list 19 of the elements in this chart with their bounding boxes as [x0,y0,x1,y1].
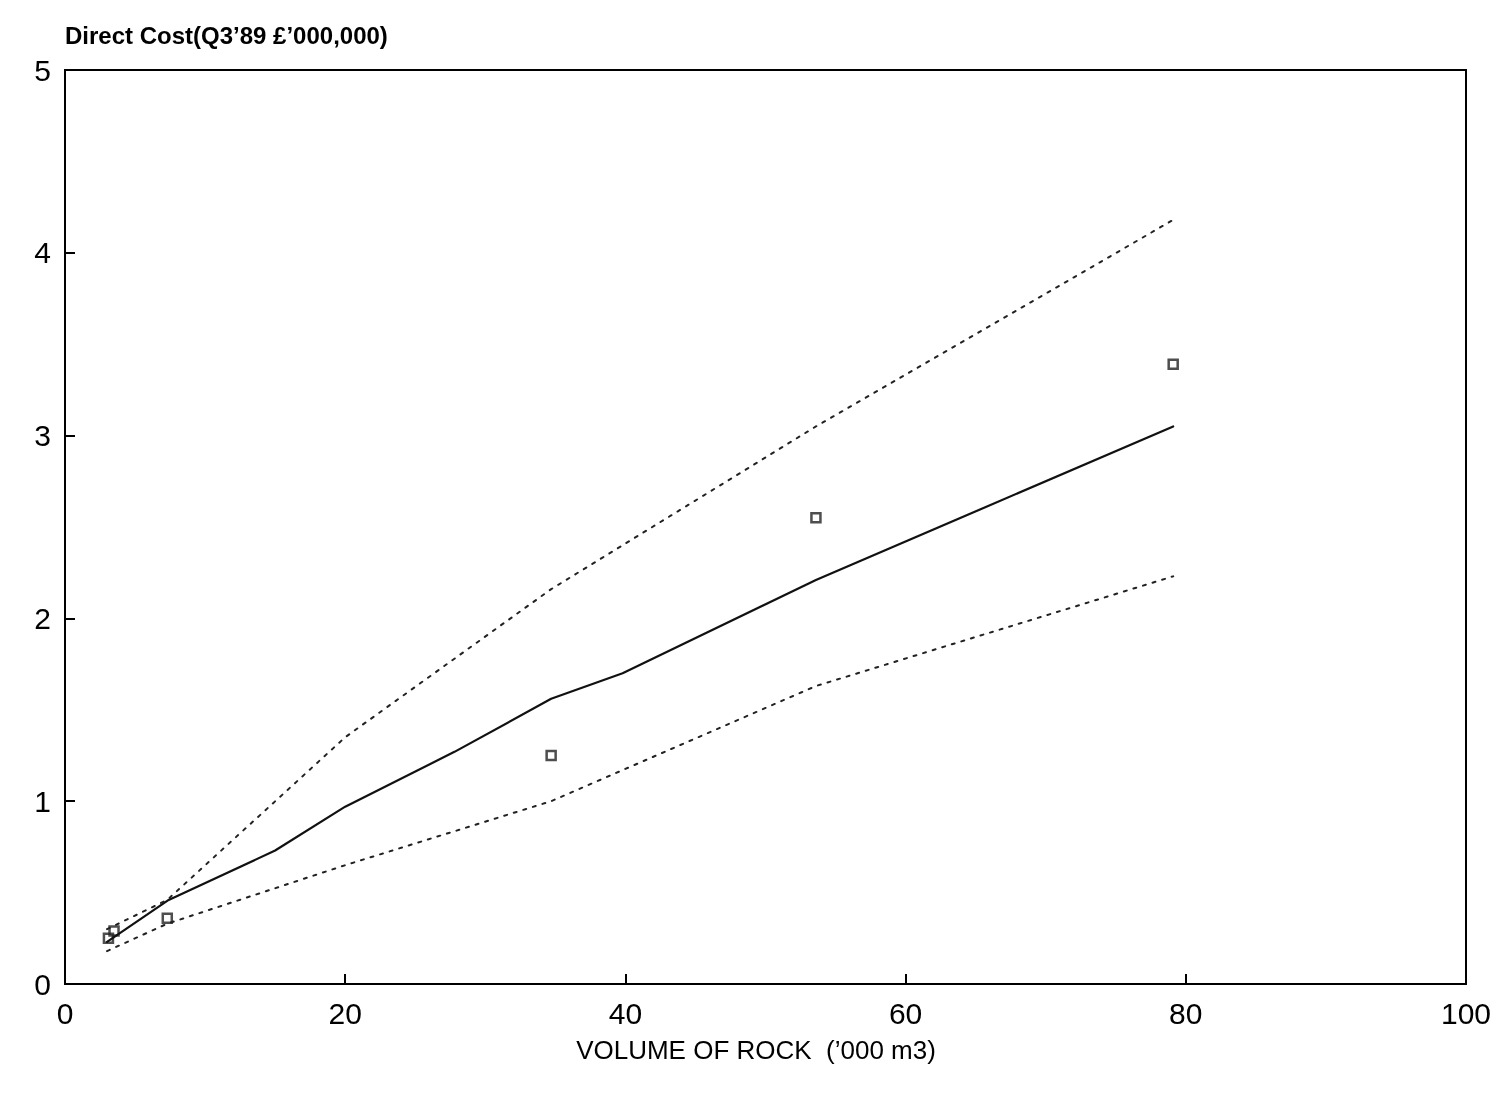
point [161,912,174,924]
x-tick-label: 0 [56,996,74,1030]
x-tick-label: 100 [1440,996,1492,1030]
line-series [106,575,1175,953]
x-tick-label: 60 [888,996,923,1030]
x-tick-label: 20 [328,996,362,1030]
y-tick-label: 0 [34,967,51,1001]
y-tick-label: 1 [34,784,51,818]
y-axis-title: Direct Cost(Q3’89 £’000,000) [65,21,388,49]
y-tick-label: 4 [34,236,51,270]
y-tick-label: 2 [34,601,51,635]
y-tick-label: 3 [34,419,51,453]
x-tick-label: 40 [608,996,643,1030]
y-tick-label: 5 [34,53,51,87]
point [810,512,822,524]
point [1167,358,1179,371]
x-tick-label: 80 [1169,996,1203,1030]
x-axis-title: VOLUME OF ROCK (’000 m3) [576,1035,936,1065]
point [545,749,557,762]
